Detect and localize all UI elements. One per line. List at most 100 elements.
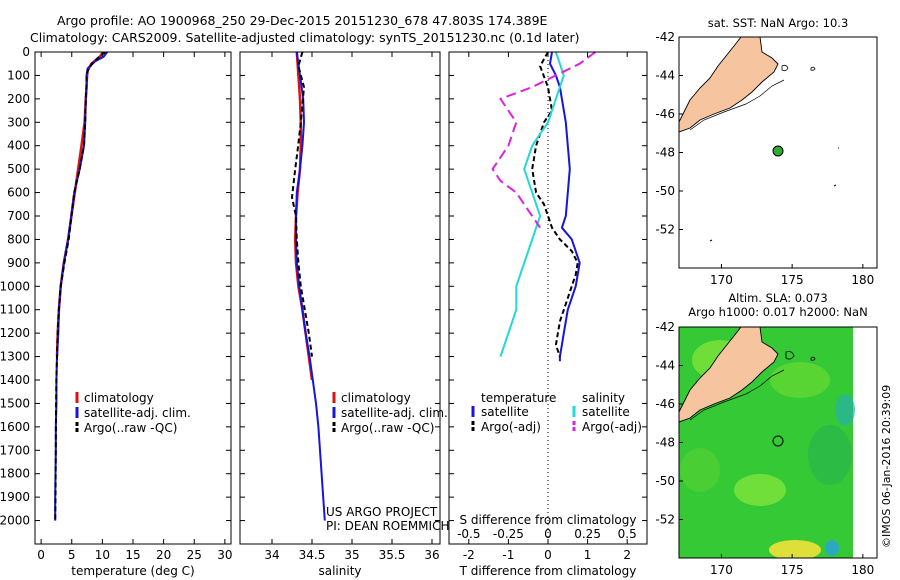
y-tick-label: 600 <box>7 186 30 200</box>
islet-contour <box>810 356 816 361</box>
legend-header: salinity <box>582 391 625 405</box>
y-tick-label: 500 <box>7 162 30 176</box>
temperature-ticks: 0 5 10 15 20 25 300100200300400500600700800900… <box>0 45 233 562</box>
x-tick-label: 15 <box>125 548 140 562</box>
map-y-tick-label: -42 <box>655 30 675 44</box>
salinity-xlabel: salinity <box>318 564 361 578</box>
difference-xlabel: T difference from climatology <box>459 564 637 578</box>
y-tick-label: 1200 <box>0 326 30 340</box>
sla-anomaly-patch <box>770 362 830 398</box>
map-y-tick-label: -52 <box>655 223 675 237</box>
salinity-ticks: 34 34.5 35 35.5 36 <box>240 51 440 562</box>
figure-title-line2: Climatology: CARS2009. Satellite-adjuste… <box>30 30 580 45</box>
difference-lines <box>491 52 597 362</box>
x-tick-label: 30 <box>217 548 232 562</box>
sla-map-title-line1: Altim. SLA: 0.073 <box>728 291 827 305</box>
difference-legend: temperature salinitysatelliteArgo(-adj)sa… <box>471 391 642 434</box>
s-tick-label: 0.5 <box>618 527 637 541</box>
map-y-tick-label: -46 <box>655 397 675 411</box>
chatham-rise-contour <box>781 64 789 72</box>
map-y-tick-label: -44 <box>655 359 675 373</box>
y-tick-label: 2000 <box>0 514 30 528</box>
s-tick-label: 0 <box>544 527 552 541</box>
legend-label: satellite-adj. clim. <box>341 406 448 420</box>
y-tick-label: 100 <box>7 68 30 82</box>
legend-label: climatology <box>84 391 154 405</box>
x-tick-label: 34.5 <box>299 548 326 562</box>
map-y-tick-label: -50 <box>655 474 675 488</box>
y-tick-label: 400 <box>7 139 30 153</box>
salinity-lines <box>291 52 326 521</box>
salinity-panel: 34 34.5 35 35.5 36 salinity climatologysatel… <box>239 51 449 578</box>
y-tick-label: 0 <box>22 45 30 59</box>
sla-anomaly-patch <box>825 540 839 556</box>
map-y-tick-label: -48 <box>655 436 675 450</box>
map-x-tick-label: 170 <box>710 563 733 577</box>
x-tick-label: 36 <box>424 548 439 562</box>
seamount-mark <box>833 184 837 187</box>
legend-label: climatology <box>341 391 411 405</box>
series-line-satellite <box>499 52 565 357</box>
map-x-tick-label: 170 <box>710 273 733 287</box>
y-tick-label: 800 <box>7 232 30 246</box>
series-line-argo-adj- <box>491 52 597 229</box>
x-tick-label: 35 <box>344 548 359 562</box>
x-tick-label: 1 <box>584 548 592 562</box>
seamount-mark <box>709 239 713 242</box>
sla-anomaly-patch <box>769 540 821 558</box>
south-island-landmass <box>679 327 779 423</box>
y-tick-label: 1800 <box>0 467 30 481</box>
x-tick-label: 10 <box>95 548 110 562</box>
map-y-tick-label: -48 <box>655 146 675 160</box>
x-tick-label: 35.5 <box>379 548 406 562</box>
s-tick-label: -0.5 <box>457 527 480 541</box>
sla-anomaly-patch <box>835 394 855 426</box>
x-tick-label: 20 <box>156 548 171 562</box>
sla-anomaly-patch <box>734 474 786 506</box>
y-tick-label: 1000 <box>0 279 30 293</box>
credit-text: ©IMOS 06-Jan-2016 20:39:09 <box>880 385 893 548</box>
legend-label: satellite-adj. clim. <box>84 406 191 420</box>
legend-label: Argo(..raw -QC) <box>341 421 434 435</box>
map-y-tick-label: -42 <box>655 320 675 334</box>
islet-contour <box>810 66 816 71</box>
map-x-tick-label: 175 <box>781 273 804 287</box>
y-tick-label: 1900 <box>0 490 30 504</box>
y-tick-label: 1100 <box>0 303 30 317</box>
x-tick-label: 34 <box>264 548 279 562</box>
y-tick-label: 300 <box>7 115 30 129</box>
x-tick-label: 25 <box>187 548 202 562</box>
x-tick-label: 5 <box>68 548 76 562</box>
sla-map-field <box>679 327 855 558</box>
float-position-marker <box>772 145 784 157</box>
series-line-satellite <box>549 52 581 362</box>
series-line-argo-adj- <box>531 52 579 357</box>
sla-map-title-line2: Argo h1000: 0.017 h2000: NaN <box>688 305 867 319</box>
legend-label: Argo(-adj) <box>481 420 541 434</box>
project-annotation: US ARGO PROJECT <box>326 505 438 519</box>
temperature-frame <box>34 51 232 545</box>
y-tick-label: 1300 <box>0 350 30 364</box>
shelf-contour <box>689 369 785 421</box>
chatham-rise-contour <box>785 351 795 360</box>
south-island-landmass <box>679 37 779 133</box>
y-tick-label: 900 <box>7 256 30 270</box>
legend-label: Argo(-adj) <box>582 420 642 434</box>
map-y-tick-label: -52 <box>655 513 675 527</box>
temperature-lines <box>54 52 109 521</box>
x-tick-label: -2 <box>463 548 475 562</box>
sla-map-ticks: 170 175 180 -42 -44 -46 -48 -50 -52 <box>655 320 874 577</box>
map-x-tick-label: 175 <box>781 563 804 577</box>
temperature-panel: 0 5 10 15 20 25 300100200300400500600700800900… <box>0 45 233 578</box>
y-tick-label: 200 <box>7 92 30 106</box>
s-tick-label: -0.25 <box>493 527 524 541</box>
float-position-marker <box>772 435 784 447</box>
legend-label: satellite <box>481 405 529 419</box>
x-tick-label: -1 <box>502 548 514 562</box>
sla-anomaly-patch <box>808 425 852 485</box>
y-tick-label: 700 <box>7 209 30 223</box>
series-line-satellite-adj-clim- <box>54 52 109 521</box>
sla-map-panel: Altim. SLA: 0.073 Argo h1000: 0.017 h200… <box>655 291 878 577</box>
